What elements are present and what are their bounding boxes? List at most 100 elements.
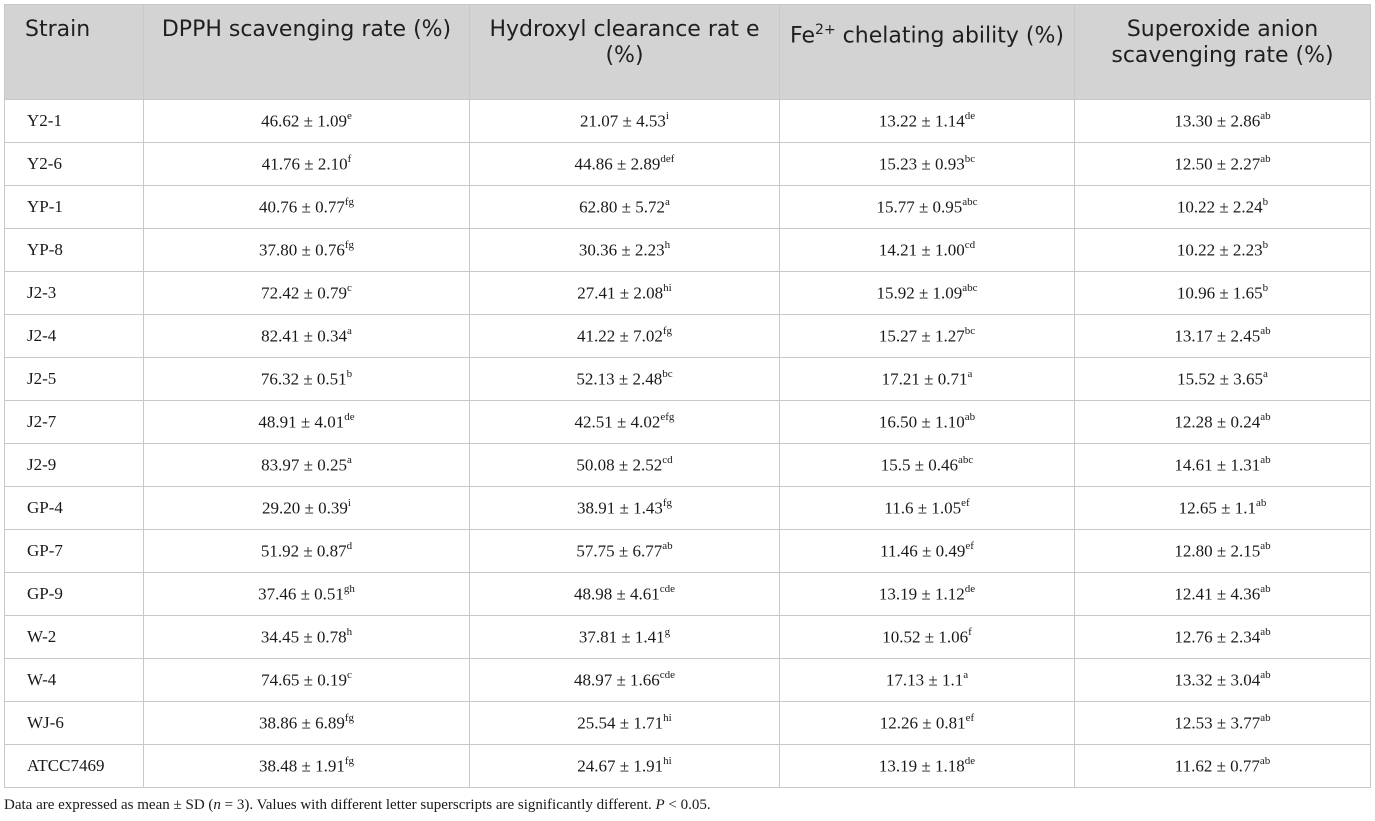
column-header-label: DPPH scavenging rate (%) <box>148 5 465 43</box>
value-cell: 12.50 ± 2.27ab <box>1074 142 1371 186</box>
strain-cell: Y2-6 <box>4 142 144 186</box>
significance-letter: de <box>964 754 976 767</box>
significance-letter: i <box>347 496 351 509</box>
significance-letter: b <box>1262 195 1269 208</box>
table-row: J2-5 76.32 ± 0.51b 52.13 ± 2.48bc 17.21 ± 0… <box>4 357 1371 401</box>
value-cell: 51.92 ± 0.87d <box>143 529 470 573</box>
value-cell: 17.13 ± 1.1a <box>779 658 1075 702</box>
value-cell: 30.36 ± 2.23h <box>469 228 780 272</box>
value-cell: 44.86 ± 2.89def <box>469 142 780 186</box>
value-cell: 76.32 ± 0.51b <box>143 357 470 401</box>
cell-value: 74.65 ± 0.19 <box>261 670 347 690</box>
cell-value: 37.81 ± 1.41 <box>578 627 665 647</box>
significance-letter: ef <box>961 496 970 509</box>
significance-letter: d <box>346 539 353 552</box>
significance-letter: fg <box>344 238 354 251</box>
footnote-n: n <box>213 797 221 813</box>
strain-cell: GP-9 <box>4 572 144 616</box>
value-cell: 10.52 ± 1.06f <box>779 615 1075 659</box>
value-cell: 52.13 ± 2.48bc <box>469 357 780 401</box>
value-cell: 21.07 ± 4.53i <box>469 99 780 143</box>
value-cell: 48.98 ± 4.61cde <box>469 572 780 616</box>
significance-letter: bc <box>964 324 976 337</box>
column-header-text: DPPH scavenging rate (%) <box>161 17 452 42</box>
cell-value: 46.62 ± 1.09 <box>261 111 347 131</box>
significance-letter: ab <box>1260 109 1271 122</box>
value-cell: 12.76 ± 2.34ab <box>1074 615 1371 659</box>
value-cell: 42.51 ± 4.02efg <box>469 400 780 444</box>
value-cell: 37.80 ± 0.76fg <box>143 228 470 272</box>
significance-letter: ef <box>965 711 975 724</box>
significance-letter: abc <box>962 195 978 208</box>
significance-letter: ab <box>1260 539 1271 552</box>
value-cell: 14.61 ± 1.31ab <box>1074 443 1371 487</box>
cell-value: 41.76 ± 2.10 <box>261 154 348 174</box>
significance-letter: bc <box>662 367 673 380</box>
column-header: Hydroxyl clearance rat e (%) <box>469 4 780 100</box>
strain-cell: Y2-1 <box>4 99 144 143</box>
significance-letter: ab <box>1259 754 1271 767</box>
strain-cell: YP-1 <box>4 185 144 229</box>
significance-letter: b <box>346 367 353 380</box>
significance-letter: ab <box>1260 668 1271 681</box>
cell-value: 12.76 ± 2.34 <box>1174 627 1261 647</box>
column-header: Strain <box>4 4 144 100</box>
cell-value: 42.51 ± 4.02 <box>574 412 661 432</box>
value-cell: 41.22 ± 7.02fg <box>469 314 780 358</box>
column-header-text: Superoxide anion scavenging rate (%) <box>1111 17 1334 68</box>
cell-value: 17.21 ± 0.71 <box>881 369 968 389</box>
significance-letter: a <box>963 668 969 681</box>
significance-letter: fg <box>662 324 672 337</box>
value-cell: 11.46 ± 0.49ef <box>779 529 1075 573</box>
cell-value: 51.92 ± 0.87 <box>260 541 347 561</box>
significance-letter: fg <box>344 754 354 767</box>
cell-value: 44.86 ± 2.89 <box>574 154 661 174</box>
significance-letter: a <box>1262 367 1268 380</box>
significance-letter: f <box>347 152 352 165</box>
value-cell: 11.6 ± 1.05ef <box>779 486 1075 530</box>
cell-value: 12.28 ± 0.24 <box>1174 412 1261 432</box>
cell-value: 17.13 ± 1.1 <box>885 670 964 690</box>
header-row: Strain DPPH scavenging rate (%) Hydroxyl c… <box>4 4 1371 100</box>
strain-cell: W-4 <box>4 658 144 702</box>
value-cell: 14.21 ± 1.00cd <box>779 228 1075 272</box>
value-cell: 38.86 ± 6.89fg <box>143 701 470 745</box>
cell-value: 15.23 ± 0.93 <box>878 154 965 174</box>
cell-value: 48.91 ± 4.01 <box>258 412 345 432</box>
table-row: GP-4 29.20 ± 0.39i 38.91 ± 1.43fg 11.6 ± 1.… <box>4 486 1371 530</box>
table-row: W-2 34.45 ± 0.78h 37.81 ± 1.41g 10.52 ± 1.0… <box>4 615 1371 659</box>
value-cell: 15.23 ± 0.93bc <box>779 142 1075 186</box>
significance-letter: c <box>346 668 352 681</box>
table-row: GP-9 37.46 ± 0.51gh 48.98 ± 4.61cde 13.19 ±… <box>4 572 1371 616</box>
cell-value: 34.45 ± 0.78 <box>260 627 347 647</box>
cell-value: 13.19 ± 1.18 <box>878 756 965 776</box>
cell-value: 72.42 ± 0.79 <box>261 283 347 303</box>
significance-letter: c <box>346 281 352 294</box>
significance-letter: i <box>665 109 669 122</box>
value-cell: 46.62 ± 1.09e <box>143 99 470 143</box>
cell-value: 14.21 ± 1.00 <box>878 240 965 260</box>
cell-value: 10.96 ± 1.65 <box>1176 283 1263 303</box>
significance-letter: a <box>346 324 352 337</box>
cell-value: 38.48 ± 1.91 <box>258 756 345 776</box>
cell-value: 57.75 ± 6.77 <box>576 541 663 561</box>
cell-value: 38.91 ± 1.43 <box>576 498 663 518</box>
column-header-text: chelating ability (%) <box>835 23 1064 49</box>
data-table: Strain DPPH scavenging rate (%) Hydroxyl c… <box>4 4 1371 788</box>
table-row: ATCC7469 38.48 ± 1.91fg 24.67 ± 1.91hi 13.1… <box>4 744 1371 788</box>
significance-letter: fg <box>344 711 354 724</box>
value-cell: 41.76 ± 2.10f <box>143 142 470 186</box>
strain-cell: W-2 <box>4 615 144 659</box>
cell-value: 10.22 ± 2.24 <box>1176 197 1263 217</box>
value-cell: 27.41 ± 2.08hi <box>469 271 780 315</box>
cell-value: 21.07 ± 4.53 <box>580 111 666 131</box>
value-cell: 15.52 ± 3.65a <box>1074 357 1371 401</box>
value-cell: 83.97 ± 0.25a <box>143 443 470 487</box>
table-body: Y2-1 46.62 ± 1.09e 21.07 ± 4.53i 13.22 ± 1.… <box>4 99 1371 788</box>
cell-value: 15.5 ± 0.46 <box>880 455 959 475</box>
strain-cell: J2-5 <box>4 357 144 401</box>
significance-letter: b <box>1262 238 1269 251</box>
table-row: Y2-6 41.76 ± 2.10f 44.86 ± 2.89def 15.23 ± … <box>4 142 1371 186</box>
significance-letter: e <box>346 109 352 122</box>
value-cell: 10.22 ± 2.24b <box>1074 185 1371 229</box>
